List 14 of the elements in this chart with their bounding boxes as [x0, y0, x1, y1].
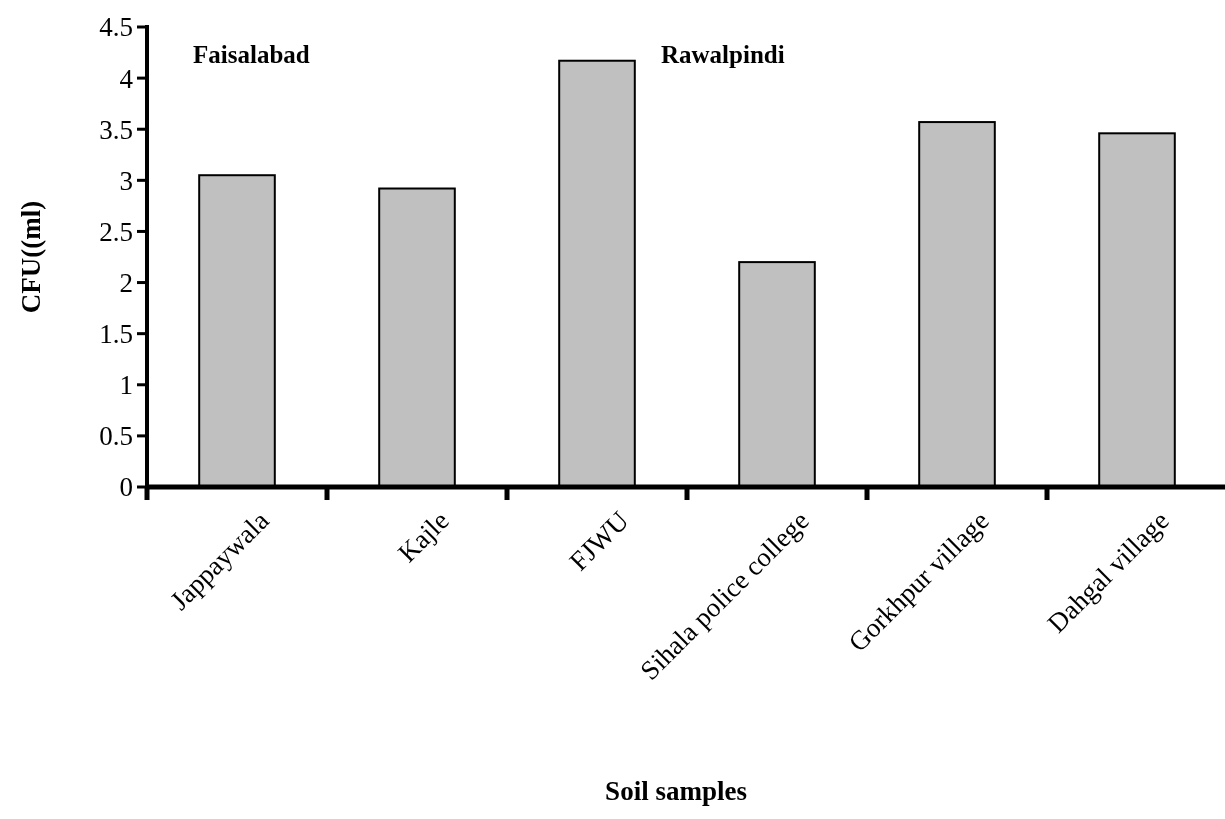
y-tick-label: 2 — [119, 268, 133, 299]
y-tick-label: 0 — [119, 472, 133, 503]
y-tick-label: 2.5 — [99, 216, 133, 247]
annotation: Rawalpindi — [661, 41, 785, 68]
y-tick-label: 4 — [119, 63, 134, 94]
x-axis-title: Soil samples — [605, 776, 747, 806]
y-tick-label: 4.5 — [99, 12, 133, 43]
y-tick-label: 3.5 — [99, 114, 133, 145]
y-tick-label: 0.5 — [99, 421, 133, 452]
y-tick-label: 1 — [119, 370, 133, 401]
y-tick-label: 3 — [119, 165, 133, 196]
y-tick-label: 1.5 — [99, 319, 133, 350]
annotation: Faisalabad — [193, 41, 310, 68]
y-axis-title: CFU((ml) — [16, 200, 46, 314]
